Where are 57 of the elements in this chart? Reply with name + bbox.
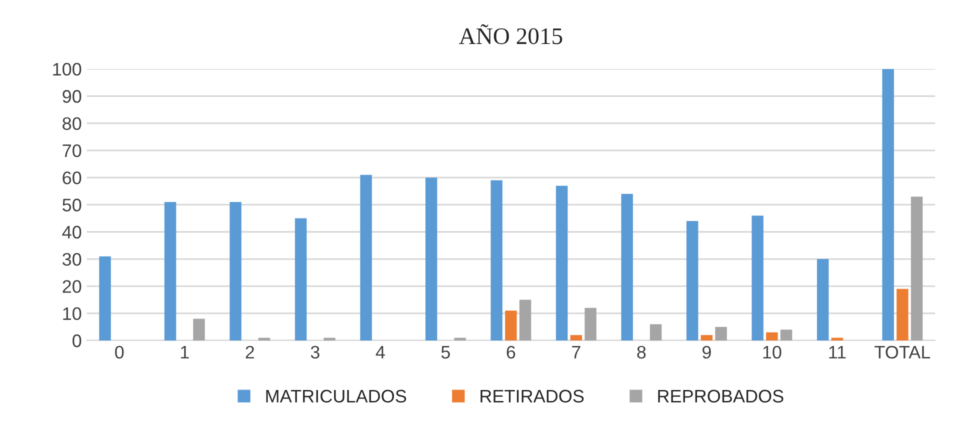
bar [570, 335, 582, 340]
x-tick-label: 5 [441, 346, 450, 359]
bar [831, 338, 844, 340]
bar [164, 202, 176, 340]
y-tick-label: 20 [62, 280, 82, 293]
chart-title: AÑO 2015 [459, 24, 562, 44]
bar [505, 310, 517, 340]
bar [766, 332, 778, 340]
bar [715, 326, 727, 340]
y-tick-label: 100 [53, 62, 82, 76]
bar [230, 202, 242, 340]
bar [910, 196, 923, 340]
x-tick-label: 9 [702, 346, 711, 359]
x-tick-label: 8 [637, 346, 646, 359]
bar [896, 288, 908, 340]
bar [519, 300, 532, 340]
bar [294, 218, 307, 340]
bar [650, 324, 662, 340]
y-tick-label: 90 [62, 90, 82, 103]
legend-label: RETIRADOS [480, 390, 584, 403]
x-tick-label: 7 [572, 346, 580, 358]
bar [454, 338, 466, 340]
bar [752, 216, 764, 340]
y-tick-label: 30 [62, 252, 82, 266]
bar [99, 256, 111, 340]
bar [490, 180, 502, 340]
bar [425, 178, 438, 340]
bar [686, 221, 698, 340]
x-tick-label: 1 [181, 346, 189, 358]
y-tick-label: 70 [62, 144, 82, 158]
bar [556, 186, 568, 340]
bar [258, 338, 270, 340]
bar [780, 330, 792, 340]
bar [621, 194, 633, 340]
bar [882, 68, 894, 340]
bar [584, 308, 596, 340]
bar [700, 335, 713, 340]
x-tick-label: 4 [376, 346, 385, 358]
bar [360, 174, 372, 340]
bar [193, 318, 205, 340]
y-tick-label: 0 [72, 334, 82, 348]
x-tick-label: 2 [246, 346, 254, 358]
y-tick-label: 40 [62, 226, 82, 239]
y-tick-label: 50 [62, 198, 82, 212]
legend-label: REPROBADOS [658, 390, 784, 403]
bar [324, 338, 336, 340]
x-tick-label: 6 [506, 346, 516, 359]
x-tick-label: 3 [310, 346, 320, 359]
bar [816, 259, 829, 340]
x-tick-label: TOTAL [874, 346, 930, 359]
y-tick-label: 60 [62, 172, 82, 184]
y-tick-label: 80 [62, 117, 82, 130]
x-tick-label: 11 [829, 346, 846, 358]
legend-label: MATRICULADOS [266, 390, 406, 403]
y-tick-label: 10 [63, 307, 82, 320]
x-tick-label: 10 [763, 346, 782, 359]
x-tick-label: 0 [115, 346, 124, 359]
